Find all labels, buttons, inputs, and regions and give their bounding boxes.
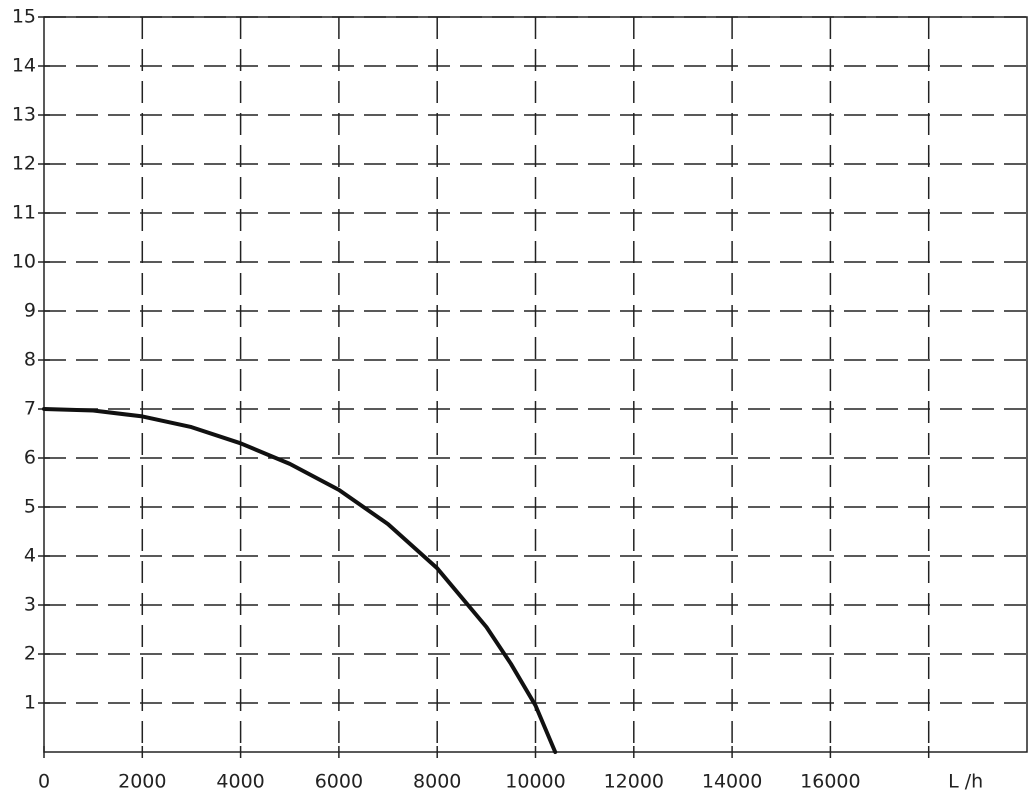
y-tick-label: 4	[24, 545, 36, 567]
x-tick-label: 6000	[315, 771, 363, 793]
y-tick-label: 1	[24, 692, 36, 714]
y-tick-label: 8	[24, 349, 36, 371]
x-tick-label: 16000	[800, 771, 860, 793]
y-tick-label: 15	[12, 6, 36, 28]
x-tick-label: 14000	[702, 771, 762, 793]
y-tick-label: 10	[12, 251, 36, 273]
y-tick-label: 13	[12, 104, 36, 126]
y-tick-label: 7	[24, 398, 36, 420]
y-tick-label: 2	[24, 643, 36, 665]
y-tick-label: 11	[12, 202, 36, 224]
x-tick-label: 8000	[413, 771, 461, 793]
x-tick-label: 2000	[118, 771, 166, 793]
y-tick-label: 3	[24, 594, 36, 616]
y-tick-label: 14	[12, 55, 36, 77]
x-tick-label: L /h	[948, 771, 983, 793]
x-tick-label: 12000	[604, 771, 664, 793]
y-tick-label: 6	[24, 447, 36, 469]
x-tick-label: 4000	[216, 771, 264, 793]
y-tick-label: 9	[24, 300, 36, 322]
x-tick-label: 0	[38, 771, 50, 793]
data-line	[42, 407, 558, 754]
y-tick-label: 5	[24, 496, 36, 518]
y-tick-label: 12	[12, 153, 36, 175]
x-tick-label: 10000	[505, 771, 565, 793]
